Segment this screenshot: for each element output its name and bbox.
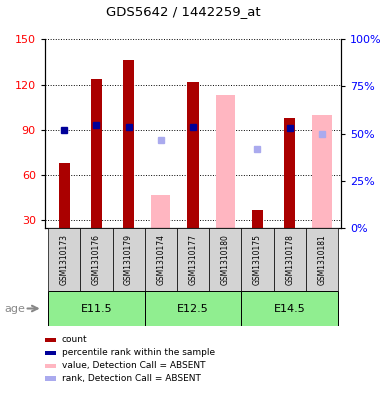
Text: GDS5642 / 1442259_at: GDS5642 / 1442259_at [106, 5, 261, 18]
FancyBboxPatch shape [145, 228, 177, 291]
Bar [151, 195, 170, 228]
FancyBboxPatch shape [241, 228, 274, 291]
Text: E14.5: E14.5 [274, 303, 306, 314]
Bar [91, 79, 102, 228]
Text: E12.5: E12.5 [177, 303, 209, 314]
Text: value, Detection Call = ABSENT: value, Detection Call = ABSENT [62, 362, 205, 370]
FancyBboxPatch shape [80, 228, 112, 291]
Text: GSM1310179: GSM1310179 [124, 234, 133, 285]
FancyBboxPatch shape [274, 228, 306, 291]
FancyBboxPatch shape [209, 228, 241, 291]
FancyBboxPatch shape [48, 291, 145, 326]
Bar [188, 82, 199, 228]
Text: count: count [62, 336, 87, 344]
Text: age: age [4, 303, 25, 314]
FancyBboxPatch shape [306, 228, 338, 291]
Text: GSM1310176: GSM1310176 [92, 234, 101, 285]
Text: GSM1310177: GSM1310177 [188, 234, 198, 285]
Text: E11.5: E11.5 [81, 303, 112, 314]
Text: GSM1310178: GSM1310178 [285, 234, 294, 285]
FancyBboxPatch shape [145, 291, 241, 326]
FancyBboxPatch shape [112, 228, 145, 291]
Text: GSM1310180: GSM1310180 [221, 234, 230, 285]
Text: rank, Detection Call = ABSENT: rank, Detection Call = ABSENT [62, 375, 200, 383]
Bar [284, 118, 295, 228]
FancyBboxPatch shape [177, 228, 209, 291]
FancyBboxPatch shape [48, 228, 80, 291]
FancyBboxPatch shape [241, 291, 338, 326]
Bar [58, 163, 70, 228]
Text: GSM1310174: GSM1310174 [156, 234, 165, 285]
Bar [216, 95, 235, 228]
Text: percentile rank within the sample: percentile rank within the sample [62, 349, 215, 357]
Bar [252, 210, 263, 228]
Bar [312, 115, 332, 228]
Text: GSM1310175: GSM1310175 [253, 234, 262, 285]
Text: GSM1310181: GSM1310181 [317, 234, 326, 285]
Text: GSM1310173: GSM1310173 [60, 234, 69, 285]
Bar [123, 61, 134, 228]
